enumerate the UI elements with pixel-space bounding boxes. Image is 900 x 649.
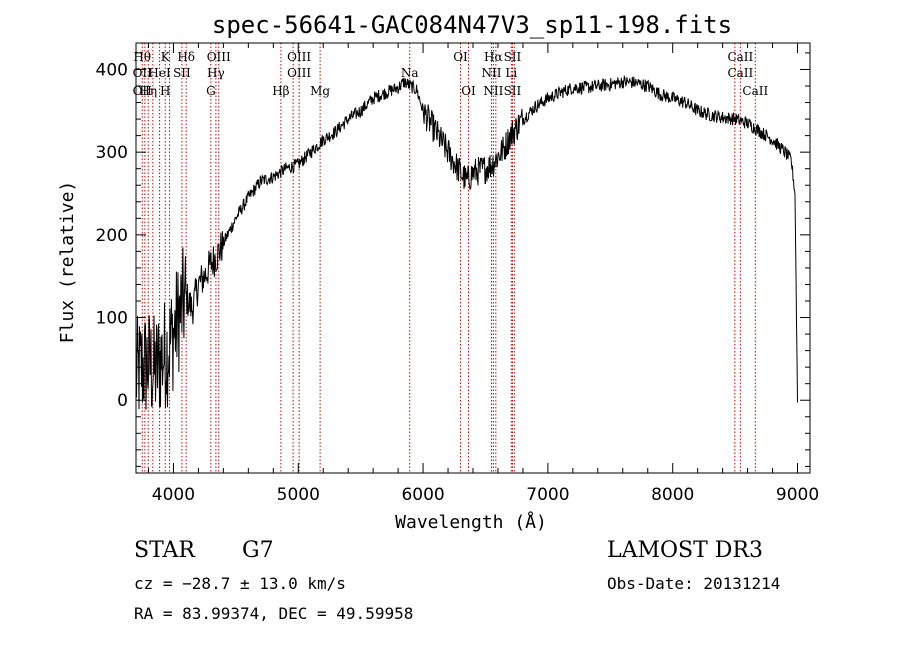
spectral-line-markers [141,43,756,473]
line-marker-label: OI [453,50,468,64]
line-marker-label: CaII [742,84,768,98]
redshift-info: cz = −28.7 ± 13.0 km/s [134,574,346,593]
line-marker-label: NII [481,66,501,80]
plot-frame [135,42,811,474]
line-marker-label: K [161,50,171,64]
spectral-line-labels: HθOIIOIIHηHeIKHSIIHδGHγOIIIHβOIIIOIIIMgN… [133,50,769,98]
y-tick-label: 300 [96,143,128,163]
line-marker-label: Hδ [177,50,195,64]
line-marker-label: SII [173,66,191,80]
chart-title: spec-56641-GAC084N47V3_sp11-198.fits [212,11,732,39]
line-marker-label: OI [461,84,476,98]
line-marker-label: OII [133,84,153,98]
line-marker-label: SII [504,50,522,64]
y-tick-label: 100 [96,309,128,329]
flux-line-0 [135,74,798,410]
line-marker-label: CaII [727,66,753,80]
line-marker-label: Hθ [133,50,151,64]
obs-date: Obs-Date: 20131214 [607,574,781,593]
line-marker-label: CaII [727,50,753,64]
line-marker-label: Hγ [207,66,225,80]
line-marker-label: H [160,84,170,98]
line-marker-label: NII [483,84,503,98]
x-tick-label: 9000 [776,485,819,505]
x-tick-label: 8000 [651,485,694,505]
y-tick-label: 0 [117,391,128,411]
line-marker-label: OIII [287,66,311,80]
line-marker-label: Hη [139,84,157,98]
line-marker-label: HeI [148,66,171,80]
line-marker-label: Hβ [272,84,289,98]
line-marker-label: OIII [207,50,231,64]
y-tick-label: 200 [96,226,128,246]
y-axis-ticks: 0 100 200 300 400 [96,52,810,467]
coordinates-info: RA = 83.99374, DEC = 49.59958 [134,604,414,623]
line-marker-label: Mg [310,84,330,98]
x-tick-label: 5000 [277,485,320,505]
line-marker-label: Li [505,66,517,80]
x-axis-title: Wavelength (Å) [395,511,547,533]
y-tick-label: 400 [96,60,128,80]
x-tick-label: 7000 [526,485,569,505]
x-tick-label: 6000 [401,485,444,505]
line-marker-label: Na [401,66,419,80]
line-marker-label: Hα [484,50,503,64]
x-axis-ticks: 4000 5000 6000 7000 8000 9000 [147,43,819,505]
line-marker-label: OIII [287,50,311,64]
object-class: STAR [134,538,195,563]
line-marker-label: SII [504,84,522,98]
y-axis-title: Flux (relative) [57,181,78,344]
line-marker-label: G [206,84,216,98]
survey-name: LAMOST DR3 [607,538,763,563]
x-tick-label: 4000 [152,485,195,505]
flux-series [135,74,798,410]
object-subclass: G7 [242,538,274,563]
